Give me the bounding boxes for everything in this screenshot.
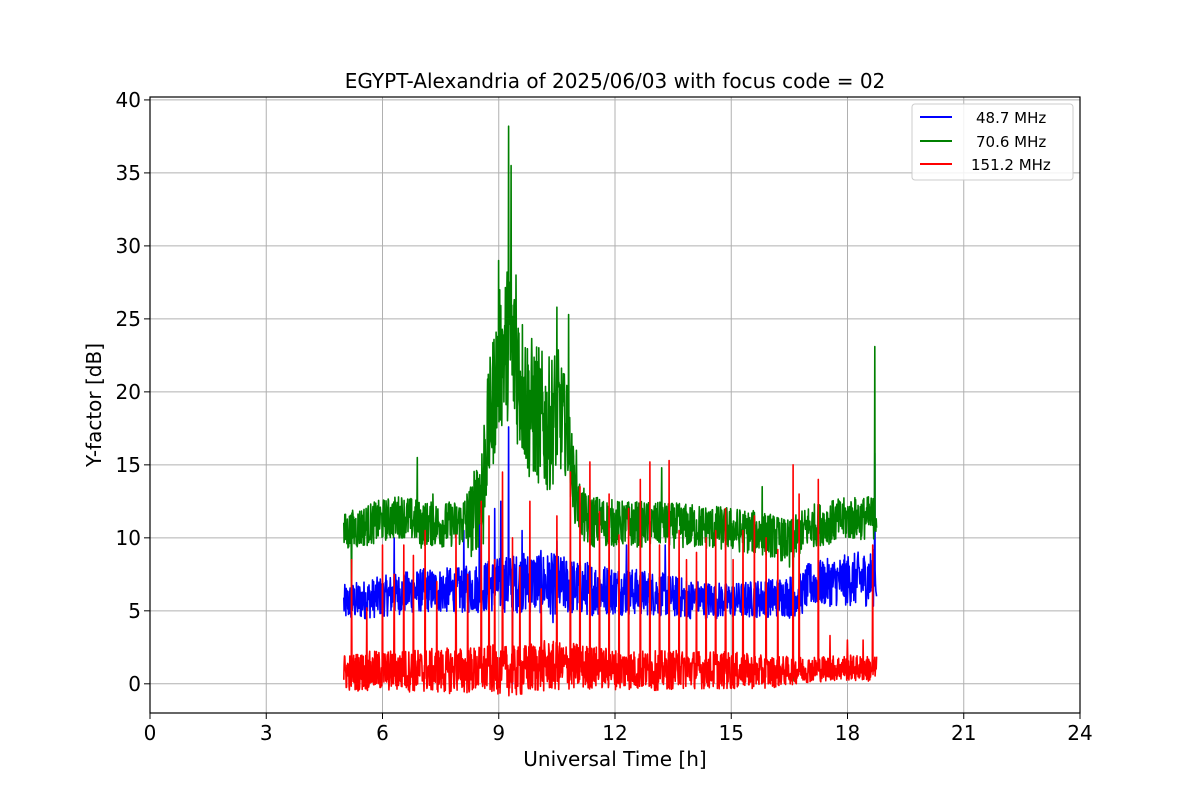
chart-title: EGYPT-Alexandria of 2025/06/03 with focu…: [345, 69, 886, 93]
x-tick-label: 18: [835, 721, 860, 745]
y-tick-label: 20: [116, 380, 141, 404]
x-tick-label: 0: [144, 721, 157, 745]
y-tick-label: 25: [116, 307, 141, 331]
x-tick-label: 15: [719, 721, 744, 745]
x-tick-label: 21: [951, 721, 976, 745]
y-tick-label: 15: [116, 453, 141, 477]
legend-label-70: 70.6 MHz: [976, 133, 1046, 151]
y-tick-label: 10: [116, 526, 141, 550]
legend-label-48: 48.7 MHz: [976, 109, 1046, 127]
x-tick-label: 12: [602, 721, 627, 745]
y-tick-label: 5: [128, 599, 141, 623]
x-tick-label: 24: [1067, 721, 1092, 745]
x-axis-label: Universal Time [h]: [523, 747, 706, 771]
series-line-151-2-mhz: [343, 459, 878, 697]
legend: 48.7 MHz 70.6 MHz 151.2 MHz: [911, 103, 1074, 181]
x-tick-label: 9: [492, 721, 505, 745]
legend-label-151: 151.2 MHz: [971, 156, 1051, 174]
series-line-48-7-mhz: [343, 426, 878, 685]
legend-box: [911, 103, 1074, 181]
y-tick-label: 0: [128, 672, 141, 696]
x-tick-label: 3: [260, 721, 273, 745]
y-tick-label: 35: [116, 161, 141, 185]
series-layer: [343, 125, 878, 697]
x-tick-label: 6: [376, 721, 389, 745]
ticks: 0 3 6 9 12 15 18 21 24 0 5 10 15 20 25 30 35 40: [116, 88, 1093, 745]
y-tick-label: 40: [116, 88, 141, 112]
series-line-70-6-mhz: [343, 125, 878, 682]
y-tick-label: 30: [116, 234, 141, 258]
y-axis-label: Y-factor [dB]: [82, 343, 106, 468]
